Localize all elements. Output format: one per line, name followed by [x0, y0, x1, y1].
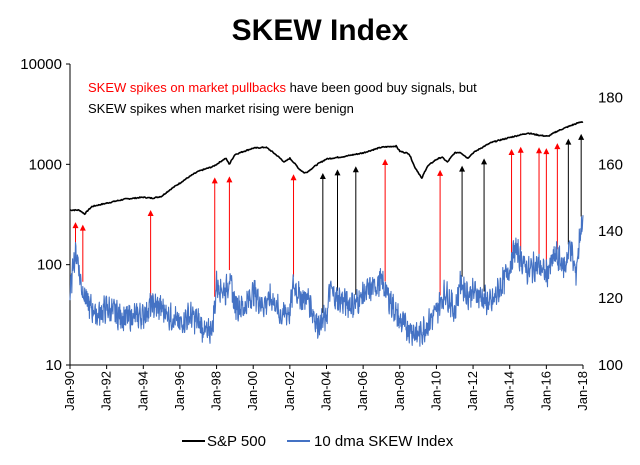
legend: S&P 500 10 dma SKEW Index — [182, 433, 454, 450]
black-arrow-head — [578, 133, 585, 140]
x-tick-label: Jan-02 — [282, 371, 297, 411]
skew-series-line — [69, 215, 584, 347]
x-tick-label: Jan-00 — [245, 371, 260, 411]
x-tick-label: Jan-98 — [209, 371, 224, 411]
red-arrow-head — [517, 146, 524, 153]
red-arrow-head — [211, 177, 218, 184]
x-tick-label: Jan-18 — [575, 371, 590, 411]
x-tick-label: Jan-06 — [355, 371, 370, 411]
x-tick-label: Jan-12 — [465, 371, 480, 411]
x-tick-label: Jan-16 — [538, 371, 553, 411]
black-arrow-head — [481, 158, 488, 165]
black-arrow-head — [319, 173, 326, 180]
red-arrow-head — [226, 176, 233, 183]
annotation-black-text: have been good buy signals, but — [286, 80, 477, 95]
annotation-line-1: SKEW spikes on market pullbacks have bee… — [88, 80, 477, 95]
x-tick-label: Jan-10 — [428, 371, 443, 411]
lines-layer — [69, 121, 584, 347]
red-arrow-head — [508, 149, 515, 156]
red-arrow-head — [290, 174, 297, 181]
right-tick-label: 140 — [598, 223, 623, 240]
red-arrow-head — [437, 169, 444, 176]
arrows-layer — [72, 133, 585, 313]
x-tick-label: Jan-14 — [502, 371, 517, 411]
red-arrow-head — [147, 209, 154, 216]
sp500-series-line — [69, 121, 584, 216]
chart-title: SKEW Index — [232, 14, 409, 47]
red-arrow-head — [536, 147, 543, 154]
red-arrow-head — [554, 143, 561, 150]
left-tick-label: 1000 — [29, 156, 62, 173]
left-tick-label: 10000 — [20, 56, 62, 73]
x-tick-label: Jan-08 — [392, 371, 407, 411]
left-tick-label: 10 — [45, 357, 62, 374]
legend-skew-label: 10 dma SKEW Index — [314, 433, 454, 450]
red-arrow-head — [72, 222, 79, 229]
black-arrow-head — [334, 169, 341, 176]
annotation-red-text: SKEW spikes on market pullbacks — [88, 80, 286, 95]
red-arrow-head — [79, 224, 86, 231]
right-tick-label: 120 — [598, 290, 623, 307]
left-tick-label: 100 — [37, 257, 62, 274]
right-tick-label: 100 — [598, 357, 623, 374]
x-tick-label: Jan-04 — [319, 371, 334, 411]
x-tick-label: Jan-90 — [62, 371, 77, 411]
black-arrow-head — [352, 166, 359, 173]
legend-sp500-label: S&P 500 — [207, 433, 266, 450]
black-arrow-head — [459, 165, 466, 172]
right-tick-label: 160 — [598, 156, 623, 173]
red-arrow-head — [382, 158, 389, 165]
annotation-line-2: SKEW spikes when market rising were beni… — [88, 101, 354, 116]
red-arrow-head — [543, 148, 550, 155]
right-tick-label: 180 — [598, 89, 623, 106]
x-tick-label: Jan-92 — [99, 371, 114, 411]
x-tick-label: Jan-94 — [135, 371, 150, 411]
axes-layer: 10 100 1000 10000 100 120 140 160 180 Jan-90 Jan-9… — [20, 56, 623, 411]
black-arrow-head — [565, 138, 572, 145]
x-tick-label: Jan-96 — [172, 371, 187, 411]
